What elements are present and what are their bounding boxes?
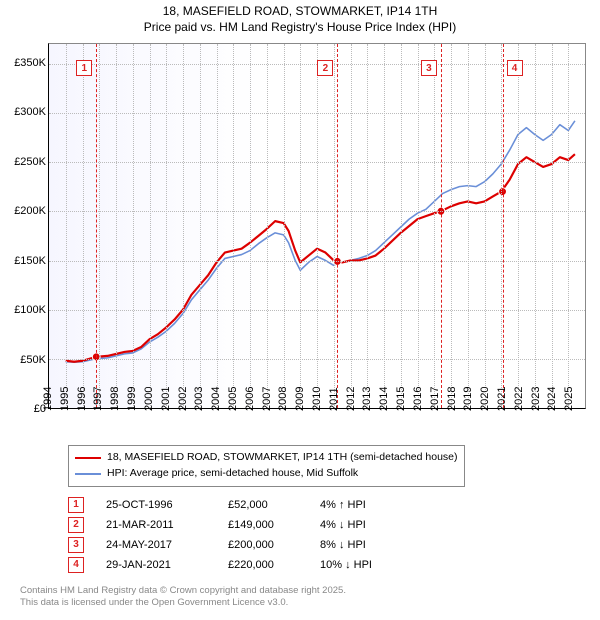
x-tick-label: 2007	[261, 387, 273, 411]
tx-row-diff: 8% ↓ HPI	[320, 539, 400, 551]
transaction-marker-badge: 4	[507, 60, 523, 76]
x-tick-label: 1995	[59, 387, 71, 411]
y-tick-label: £100K	[14, 304, 46, 316]
legend: 18, MASEFIELD ROAD, STOWMARKET, IP14 1TH…	[68, 445, 465, 487]
tx-row-price: £52,000	[228, 499, 298, 511]
tx-row-badge: 4	[68, 557, 84, 573]
x-tick-label: 1998	[109, 387, 121, 411]
chart-area: £0£50K£100K£150K£200K£250K£300K£350K 123…	[8, 39, 592, 439]
x-tick-label: 2019	[462, 387, 474, 411]
legend-row-2: HPI: Average price, semi-detached house,…	[75, 466, 458, 482]
series-hpi	[66, 121, 575, 362]
transaction-row: 2 21-MAR-2011 £149,000 4% ↓ HPI	[68, 515, 592, 535]
x-tick-label: 2004	[210, 387, 222, 411]
tx-row-diff: 4% ↓ HPI	[320, 519, 400, 531]
y-axis: £0£50K£100K£150K£200K£250K£300K£350K	[8, 39, 48, 409]
x-tick-label: 2006	[244, 387, 256, 411]
x-tick-label: 2012	[345, 387, 357, 411]
title-block: 18, MASEFIELD ROAD, STOWMARKET, IP14 1TH…	[8, 4, 592, 35]
tx-row-diff: 10% ↓ HPI	[320, 559, 400, 571]
x-tick-label: 2017	[429, 387, 441, 411]
y-tick-label: £50K	[20, 354, 46, 366]
transaction-row: 4 29-JAN-2021 £220,000 10% ↓ HPI	[68, 555, 592, 575]
transaction-marker-line	[337, 44, 338, 408]
x-tick-label: 2024	[546, 387, 558, 411]
title-line-2: Price paid vs. HM Land Registry's House …	[8, 20, 592, 36]
x-tick-label: 2023	[530, 387, 542, 411]
transaction-marker-line	[503, 44, 504, 408]
x-tick-label: 2013	[361, 387, 373, 411]
x-tick-label: 1994	[42, 387, 54, 411]
y-tick-label: £350K	[14, 57, 46, 69]
y-tick-label: £150K	[14, 255, 46, 267]
tx-row-date: 24-MAY-2017	[106, 539, 206, 551]
x-tick-label: 2009	[294, 387, 306, 411]
x-tick-label: 2011	[328, 388, 340, 412]
legend-swatch-1	[75, 457, 101, 459]
y-tick-label: £300K	[14, 106, 46, 118]
title-line-1: 18, MASEFIELD ROAD, STOWMARKET, IP14 1TH	[8, 4, 592, 20]
x-tick-label: 1997	[92, 387, 104, 411]
x-tick-label: 2025	[563, 387, 575, 411]
tx-row-date: 25-OCT-1996	[106, 499, 206, 511]
transaction-table: 1 25-OCT-1996 £52,000 4% ↑ HPI 2 21-MAR-2011 £…	[68, 495, 592, 575]
x-tick-label: 1999	[126, 387, 138, 411]
y-tick-label: £200K	[14, 205, 46, 217]
x-tick-label: 1996	[76, 387, 88, 411]
chart-container: 18, MASEFIELD ROAD, STOWMARKET, IP14 1TH…	[0, 0, 600, 620]
x-tick-label: 2014	[378, 387, 390, 411]
legend-label-2: HPI: Average price, semi-detached house,…	[107, 466, 358, 482]
x-tick-label: 2005	[227, 387, 239, 411]
transaction-marker-badge: 3	[421, 60, 437, 76]
footer: Contains HM Land Registry data © Crown c…	[20, 585, 592, 610]
x-tick-label: 2003	[193, 387, 205, 411]
legend-label-1: 18, MASEFIELD ROAD, STOWMARKET, IP14 1TH…	[107, 450, 458, 466]
tx-row-badge: 2	[68, 517, 84, 533]
transaction-row: 3 24-MAY-2017 £200,000 8% ↓ HPI	[68, 535, 592, 555]
tx-row-badge: 1	[68, 497, 84, 513]
plot-region: 1 2 3 4	[48, 43, 586, 409]
x-tick-label: 2016	[412, 387, 424, 411]
transaction-marker-badge: 2	[317, 60, 333, 76]
x-tick-label: 2010	[311, 387, 323, 411]
tx-row-price: £220,000	[228, 559, 298, 571]
x-tick-label: 2000	[143, 387, 155, 411]
transaction-marker-badge: 1	[76, 60, 92, 76]
tx-row-price: £200,000	[228, 539, 298, 551]
transaction-marker-line	[441, 44, 442, 408]
x-tick-label: 2001	[160, 387, 172, 411]
tx-row-diff: 4% ↑ HPI	[320, 499, 400, 511]
x-tick-label: 2015	[395, 387, 407, 411]
legend-swatch-2	[75, 473, 101, 475]
tx-row-date: 29-JAN-2021	[106, 559, 206, 571]
x-tick-label: 2002	[177, 387, 189, 411]
x-tick-label: 2021	[496, 387, 508, 411]
x-tick-label: 2018	[446, 387, 458, 411]
x-axis: 1994199519961997199819992000200120022003…	[48, 409, 586, 439]
x-tick-label: 2022	[513, 387, 525, 411]
tx-row-price: £149,000	[228, 519, 298, 531]
footer-line-1: Contains HM Land Registry data © Crown c…	[20, 585, 592, 597]
tx-row-badge: 3	[68, 537, 84, 553]
transaction-row: 1 25-OCT-1996 £52,000 4% ↑ HPI	[68, 495, 592, 515]
footer-line-2: This data is licensed under the Open Gov…	[20, 597, 592, 609]
x-tick-label: 2008	[277, 387, 289, 411]
tx-row-date: 21-MAR-2011	[106, 519, 206, 531]
transaction-marker-line	[96, 44, 97, 408]
y-tick-label: £250K	[14, 156, 46, 168]
legend-row-1: 18, MASEFIELD ROAD, STOWMARKET, IP14 1TH…	[75, 450, 458, 466]
x-tick-label: 2020	[479, 387, 491, 411]
